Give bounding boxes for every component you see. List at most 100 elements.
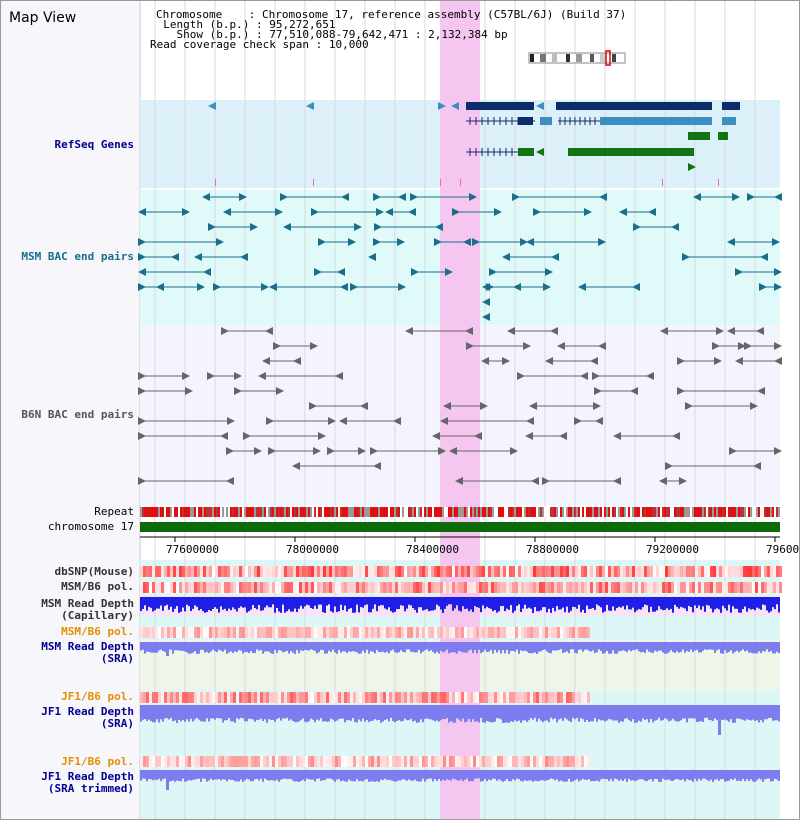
- heat-cell: [614, 582, 617, 593]
- depth-bar: [656, 642, 658, 652]
- depth-bar: [164, 597, 166, 606]
- depth-bar: [440, 597, 442, 610]
- depth-bar: [590, 705, 592, 722]
- repeat-mark: [604, 507, 606, 517]
- bac-end-arrow: [738, 342, 746, 350]
- depth-bar: [628, 705, 630, 720]
- heat-cell: [722, 566, 725, 577]
- depth-bar: [578, 642, 580, 650]
- depth-bar: [206, 642, 208, 652]
- repeat-mark: [274, 507, 276, 517]
- repeat-mark: [430, 507, 432, 517]
- depth-bar: [720, 770, 722, 780]
- repeat-mark: [434, 507, 436, 517]
- track-label-chromosome[interactable]: chromosome 17: [47, 520, 134, 533]
- track-label-msm-read-depth-cap[interactable]: MSM Read Depth (Capillary): [41, 597, 134, 622]
- depth-bar: [354, 770, 356, 782]
- repeat-mark: [566, 507, 568, 517]
- bac-end-arrow: [138, 477, 146, 485]
- repeat-mark: [328, 507, 330, 517]
- track-label-msm-b6-pol[interactable]: MSM/B6 pol.: [61, 580, 134, 593]
- depth-bar: [778, 597, 780, 613]
- repeat-mark: [588, 507, 590, 517]
- track-label-b6n-bac[interactable]: B6N BAC end pairs: [21, 408, 134, 421]
- bac-end-arrow: [283, 223, 291, 231]
- track-label-jf1-b6-pol-2[interactable]: JF1/B6 pol.: [61, 755, 134, 768]
- heat-cell: [209, 692, 212, 703]
- depth-bar: [756, 597, 758, 608]
- track-label-msm-bac[interactable]: MSM BAC end pairs: [21, 250, 134, 263]
- repeat-mark: [692, 507, 694, 517]
- depth-bar: [742, 770, 744, 779]
- track-label-jf1-b6-pol[interactable]: JF1/B6 pol.: [61, 690, 134, 703]
- track-label-repeat[interactable]: Repeat: [94, 505, 134, 518]
- depth-bar: [708, 705, 710, 720]
- depth-bar: [514, 770, 516, 781]
- depth-bar: [280, 770, 282, 780]
- heat-cell: [215, 756, 218, 767]
- track-label-refseq[interactable]: RefSeq Genes: [54, 138, 134, 151]
- depth-bar: [758, 770, 760, 779]
- heat-cell: [386, 566, 389, 577]
- depth-bar: [670, 770, 672, 781]
- depth-bar: [144, 705, 146, 720]
- track-label-jf1-read-depth-trim[interactable]: JF1 Read Depth (SRA trimmed): [41, 770, 134, 795]
- heat-cell: [203, 756, 206, 767]
- repeat-mark: [754, 507, 756, 517]
- depth-bar: [410, 705, 412, 719]
- depth-bar: [672, 770, 674, 781]
- depth-bar: [380, 642, 382, 653]
- depth-bar: [264, 770, 266, 779]
- heat-cell: [182, 582, 185, 593]
- depth-bar: [620, 642, 622, 651]
- heat-cell: [485, 627, 488, 638]
- depth-bar: [328, 642, 330, 651]
- depth-bar: [612, 770, 614, 782]
- depth-bar: [622, 770, 624, 781]
- heat-cell: [587, 627, 590, 638]
- heat-cell: [206, 582, 209, 593]
- depth-bar: [350, 770, 352, 781]
- heat-cell: [362, 692, 365, 703]
- heat-cell: [455, 582, 458, 593]
- depth-bar: [476, 642, 478, 654]
- depth-bar: [698, 642, 700, 653]
- depth-bar: [534, 597, 536, 608]
- heat-cell: [356, 627, 359, 638]
- depth-bar: [446, 705, 448, 719]
- repeat-mark: [174, 507, 176, 517]
- heat-cell: [422, 756, 425, 767]
- bac-end-arrow: [677, 357, 685, 365]
- depth-bar: [532, 597, 534, 613]
- bac-end-arrow: [311, 208, 319, 216]
- depth-bar: [258, 642, 260, 651]
- depth-bar: [480, 597, 482, 613]
- depth-bar: [406, 770, 408, 781]
- track-label-dbsnp[interactable]: dbSNP(Mouse): [54, 565, 134, 578]
- heat-cell: [302, 756, 305, 767]
- depth-bar: [178, 770, 180, 782]
- depth-bar: [494, 642, 496, 650]
- heat-cell: [656, 582, 659, 593]
- track-label-msm-b6-pol-2[interactable]: MSM/B6 pol.: [61, 625, 134, 638]
- repeat-mark: [288, 507, 290, 517]
- depth-bar: [580, 642, 582, 650]
- heat-cell: [224, 756, 227, 767]
- heat-cell: [395, 566, 398, 577]
- depth-bar: [410, 642, 412, 652]
- depth-bar: [466, 597, 468, 609]
- depth-bar: [668, 642, 670, 653]
- heat-cell: [506, 692, 509, 703]
- bac-end-arrow: [398, 193, 406, 201]
- track-label-msm-read-depth-sra[interactable]: MSM Read Depth (SRA): [41, 640, 134, 665]
- depth-bar: [514, 642, 516, 652]
- heat-cell: [206, 627, 209, 638]
- depth-bar: [174, 770, 176, 782]
- heat-cell: [377, 627, 380, 638]
- depth-bar: [206, 597, 208, 612]
- depth-bar: [514, 597, 516, 611]
- track-label-jf1-read-depth-sra[interactable]: JF1 Read Depth (SRA): [41, 705, 134, 730]
- heat-cell: [362, 756, 365, 767]
- depth-bar: [290, 642, 292, 652]
